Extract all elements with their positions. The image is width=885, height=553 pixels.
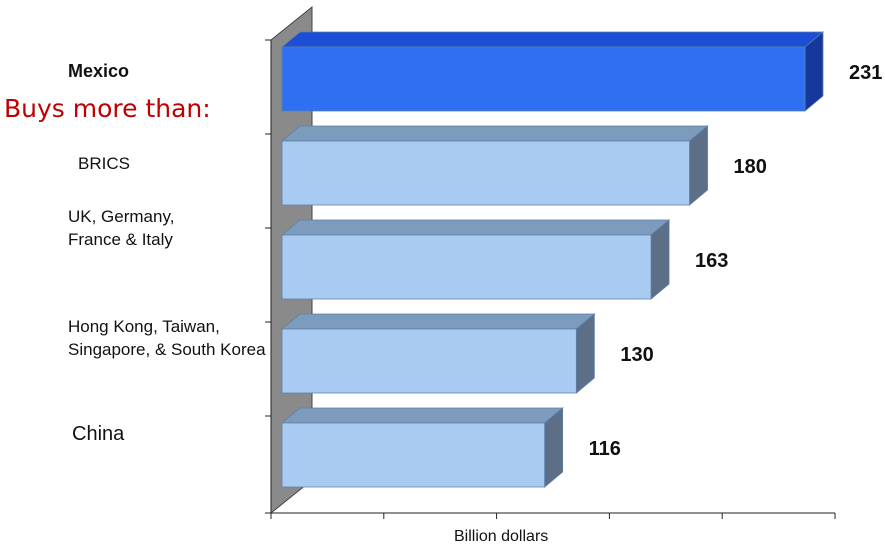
category-label-china: China — [72, 423, 125, 445]
bar-front-face — [281, 328, 577, 394]
x-axis-label: Billion dollars — [454, 528, 549, 545]
bar-front-face — [281, 422, 546, 488]
value-label-mexico: 231 — [849, 62, 882, 84]
chart-subtitle: Buys more than: — [4, 94, 211, 123]
category-label-mexico: Mexico — [68, 61, 130, 81]
bar-brics — [280, 125, 709, 206]
bar-hong-kong-taiwan-singapore-south-korea — [280, 313, 596, 394]
bar-uk-germany-france-italy — [280, 219, 671, 300]
bar-top-face — [280, 31, 825, 48]
value-label-uk-germany-france-italy: 163 — [695, 250, 728, 272]
bar-front-face — [281, 140, 690, 206]
bar-front-face — [281, 46, 806, 112]
value-label-brics: 180 — [734, 156, 767, 178]
bar-front-face — [281, 234, 652, 300]
value-label-china: 116 — [589, 438, 621, 460]
bar-top-face — [280, 407, 564, 424]
bar-top-face — [280, 313, 596, 330]
category-label-brics: BRICS — [78, 154, 130, 173]
category-label-uk-germany-france-italy: UK, Germany, France & Italy — [68, 207, 175, 249]
bar-top-face — [280, 219, 671, 236]
bar-top-face — [280, 125, 709, 142]
value-label-hong-kong-taiwan-singapore-south-korea: 130 — [620, 344, 653, 366]
category-label-asian-tigers: Hong Kong, Taiwan, Singapore, & South Ko… — [68, 317, 266, 359]
bar-china — [280, 407, 564, 488]
bar-mexico — [280, 31, 825, 112]
